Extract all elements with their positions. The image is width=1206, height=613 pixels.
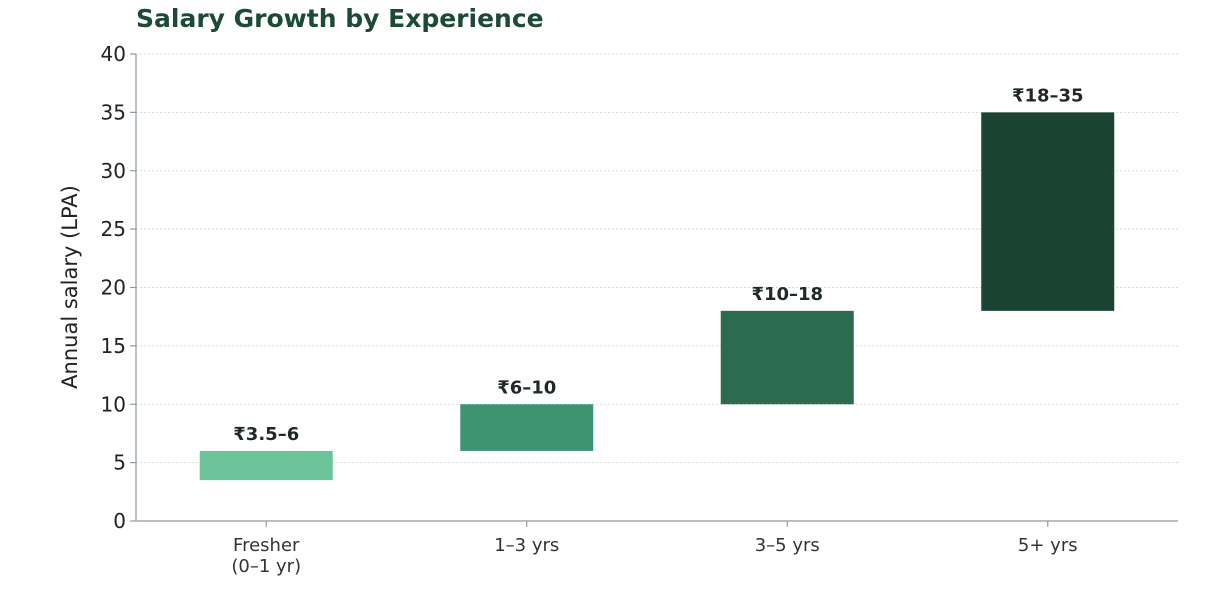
y-tick-label: 20 [101, 276, 126, 300]
x-tick-label: Fresher [233, 535, 300, 556]
y-axis-label: Annual salary (LPA) [58, 185, 82, 389]
x-tick-label: 3–5 yrs [755, 535, 820, 556]
y-tick-label: 15 [101, 334, 126, 358]
y-tick-label: 10 [101, 392, 126, 416]
bar-value-label: ₹10–18 [751, 284, 823, 305]
y-tick-label: 25 [101, 217, 126, 241]
y-tick-label: 40 [101, 42, 126, 66]
range-bar [199, 450, 333, 481]
bar-value-label: ₹6–10 [497, 377, 556, 398]
bar-value-label: ₹3.5–6 [233, 424, 299, 445]
x-tick-label: 5+ yrs [1018, 535, 1078, 556]
bar-labels: ₹3.5–6 ₹6–10 ₹10–18 ₹18–35 [233, 85, 1083, 445]
y-tick-label: 30 [101, 159, 126, 183]
chart-title: Salary Growth by Experience [136, 4, 544, 33]
range-bar [720, 310, 854, 405]
x-tick-label: (0–1 yr) [231, 556, 301, 577]
bar-value-label: ₹18–35 [1012, 85, 1084, 106]
x-tick-label: 1–3 yrs [494, 535, 559, 556]
y-tick-label: 5 [113, 451, 126, 475]
y-axis-ticks: 0 5 10 15 20 25 30 35 40 [101, 42, 136, 533]
y-tick-label: 35 [101, 100, 126, 124]
range-bar [460, 404, 594, 451]
gridlines [136, 53, 1178, 464]
bars [199, 112, 1115, 481]
y-tick-label: 0 [113, 509, 126, 533]
x-axis-ticks: Fresher(0–1 yr) 1–3 yrs 3–5 yrs 5+ yrs [231, 521, 1078, 577]
range-bar [981, 112, 1115, 311]
